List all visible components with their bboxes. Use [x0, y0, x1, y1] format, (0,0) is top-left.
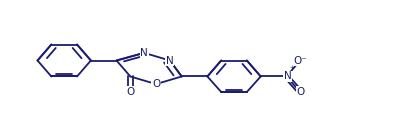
Text: +: +: [290, 65, 295, 71]
Text: O⁻: O⁻: [293, 56, 307, 65]
Text: O: O: [152, 79, 160, 89]
Text: O: O: [126, 87, 134, 97]
Text: O: O: [296, 87, 304, 97]
Text: N: N: [140, 48, 148, 58]
Text: N: N: [166, 56, 174, 65]
Text: N: N: [284, 72, 292, 81]
